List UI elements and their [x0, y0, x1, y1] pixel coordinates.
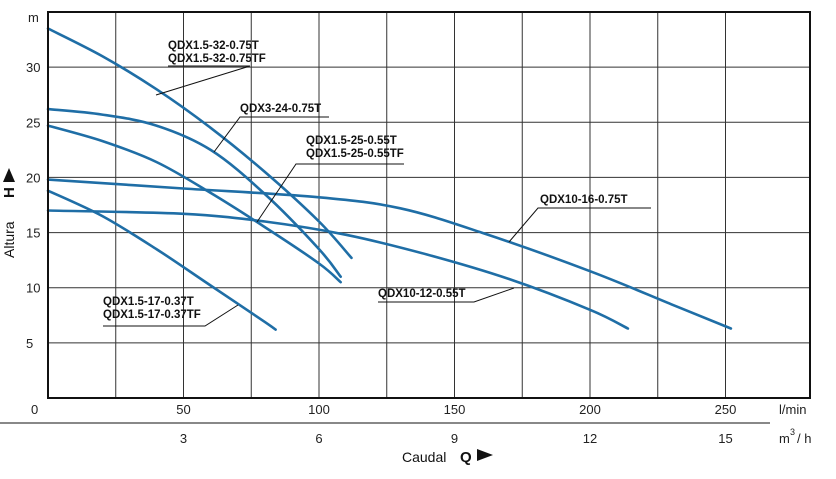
- y-tick-label: 30: [26, 60, 40, 75]
- x-bottom-tick-label: 9: [451, 431, 458, 446]
- annotation-leader-4: [378, 287, 515, 303]
- series-label: QDX10-16-0.75T: [540, 194, 628, 206]
- series-label: QDX1.5-17-0.37TF: [103, 309, 201, 321]
- x-bottom-tick-label: 12: [583, 431, 597, 446]
- x-top-tick-label: 50: [176, 402, 190, 417]
- origin-label: 0: [31, 402, 38, 417]
- y-axis-title: Altura H: [1, 168, 18, 258]
- series-line-2: [46, 124, 342, 284]
- series-line-1: [46, 107, 342, 278]
- x-title-text: Caudal: [402, 449, 446, 465]
- x-arrow-icon: [477, 449, 493, 461]
- x-top-tick-label: 150: [444, 402, 466, 417]
- series-line-4: [46, 209, 630, 330]
- y-tick-label: 15: [26, 226, 40, 241]
- grid: [48, 12, 810, 398]
- x-title-symbol: Q: [460, 449, 472, 466]
- series-label: QDX1.5-32-0.75T: [168, 40, 259, 52]
- unit-per-h: / h: [797, 431, 811, 446]
- x-top-tick-label: 100: [308, 402, 330, 417]
- series-line-3: [46, 178, 733, 330]
- y-tick-label: 10: [26, 281, 40, 296]
- y-tick-label: 20: [26, 170, 40, 185]
- y-arrow-icon: [3, 168, 15, 182]
- unit-m: m: [779, 431, 790, 446]
- series-label: QDX10-12-0.55T: [378, 288, 466, 300]
- series-label: QDX1.5-25-0.55TF: [306, 148, 404, 160]
- annotation-leader-1: [213, 116, 329, 153]
- unit-exp: 3: [790, 427, 795, 437]
- annotation-leader-5: [103, 304, 239, 327]
- plot-frame: [47, 11, 811, 399]
- y-tick-label: 25: [26, 115, 40, 130]
- tick-labels: 5 10 15 20 25 30 50 100 150 200 250 3 6 9 12 15: [0, 60, 770, 446]
- x-bottom-tick-label: 3: [180, 431, 187, 446]
- series-label: QDX1.5-17-0.37T: [103, 296, 194, 308]
- series-line-0: [46, 27, 353, 260]
- y-title-symbol: H: [1, 187, 18, 198]
- x-axis-title: Caudal Q: [402, 449, 493, 466]
- y-tick-label: 5: [26, 336, 33, 351]
- x-bottom-tick-label: 15: [718, 431, 732, 446]
- series-line-5: [46, 189, 277, 331]
- series-label: QDX1.5-32-0.75TF: [168, 53, 266, 65]
- x-bottom-tick-label: 6: [315, 431, 322, 446]
- series-label: QDX1.5-25-0.55T: [306, 135, 397, 147]
- x-bottom-unit-label: m 3 / h: [779, 427, 811, 446]
- y-title-text: Altura: [1, 221, 17, 258]
- curves: [46, 27, 733, 331]
- x-top-unit-label: l/min: [779, 402, 806, 417]
- y-unit-label: m: [28, 10, 39, 25]
- x-top-tick-label: 200: [579, 402, 601, 417]
- x-top-tick-label: 250: [715, 402, 737, 417]
- series-label: QDX3-24-0.75T: [240, 103, 321, 115]
- annotation-leader-0: [155, 65, 251, 96]
- annotation-leader-2: [256, 163, 404, 223]
- annotation-leaders: [103, 65, 651, 327]
- annotation-leader-3: [508, 207, 651, 243]
